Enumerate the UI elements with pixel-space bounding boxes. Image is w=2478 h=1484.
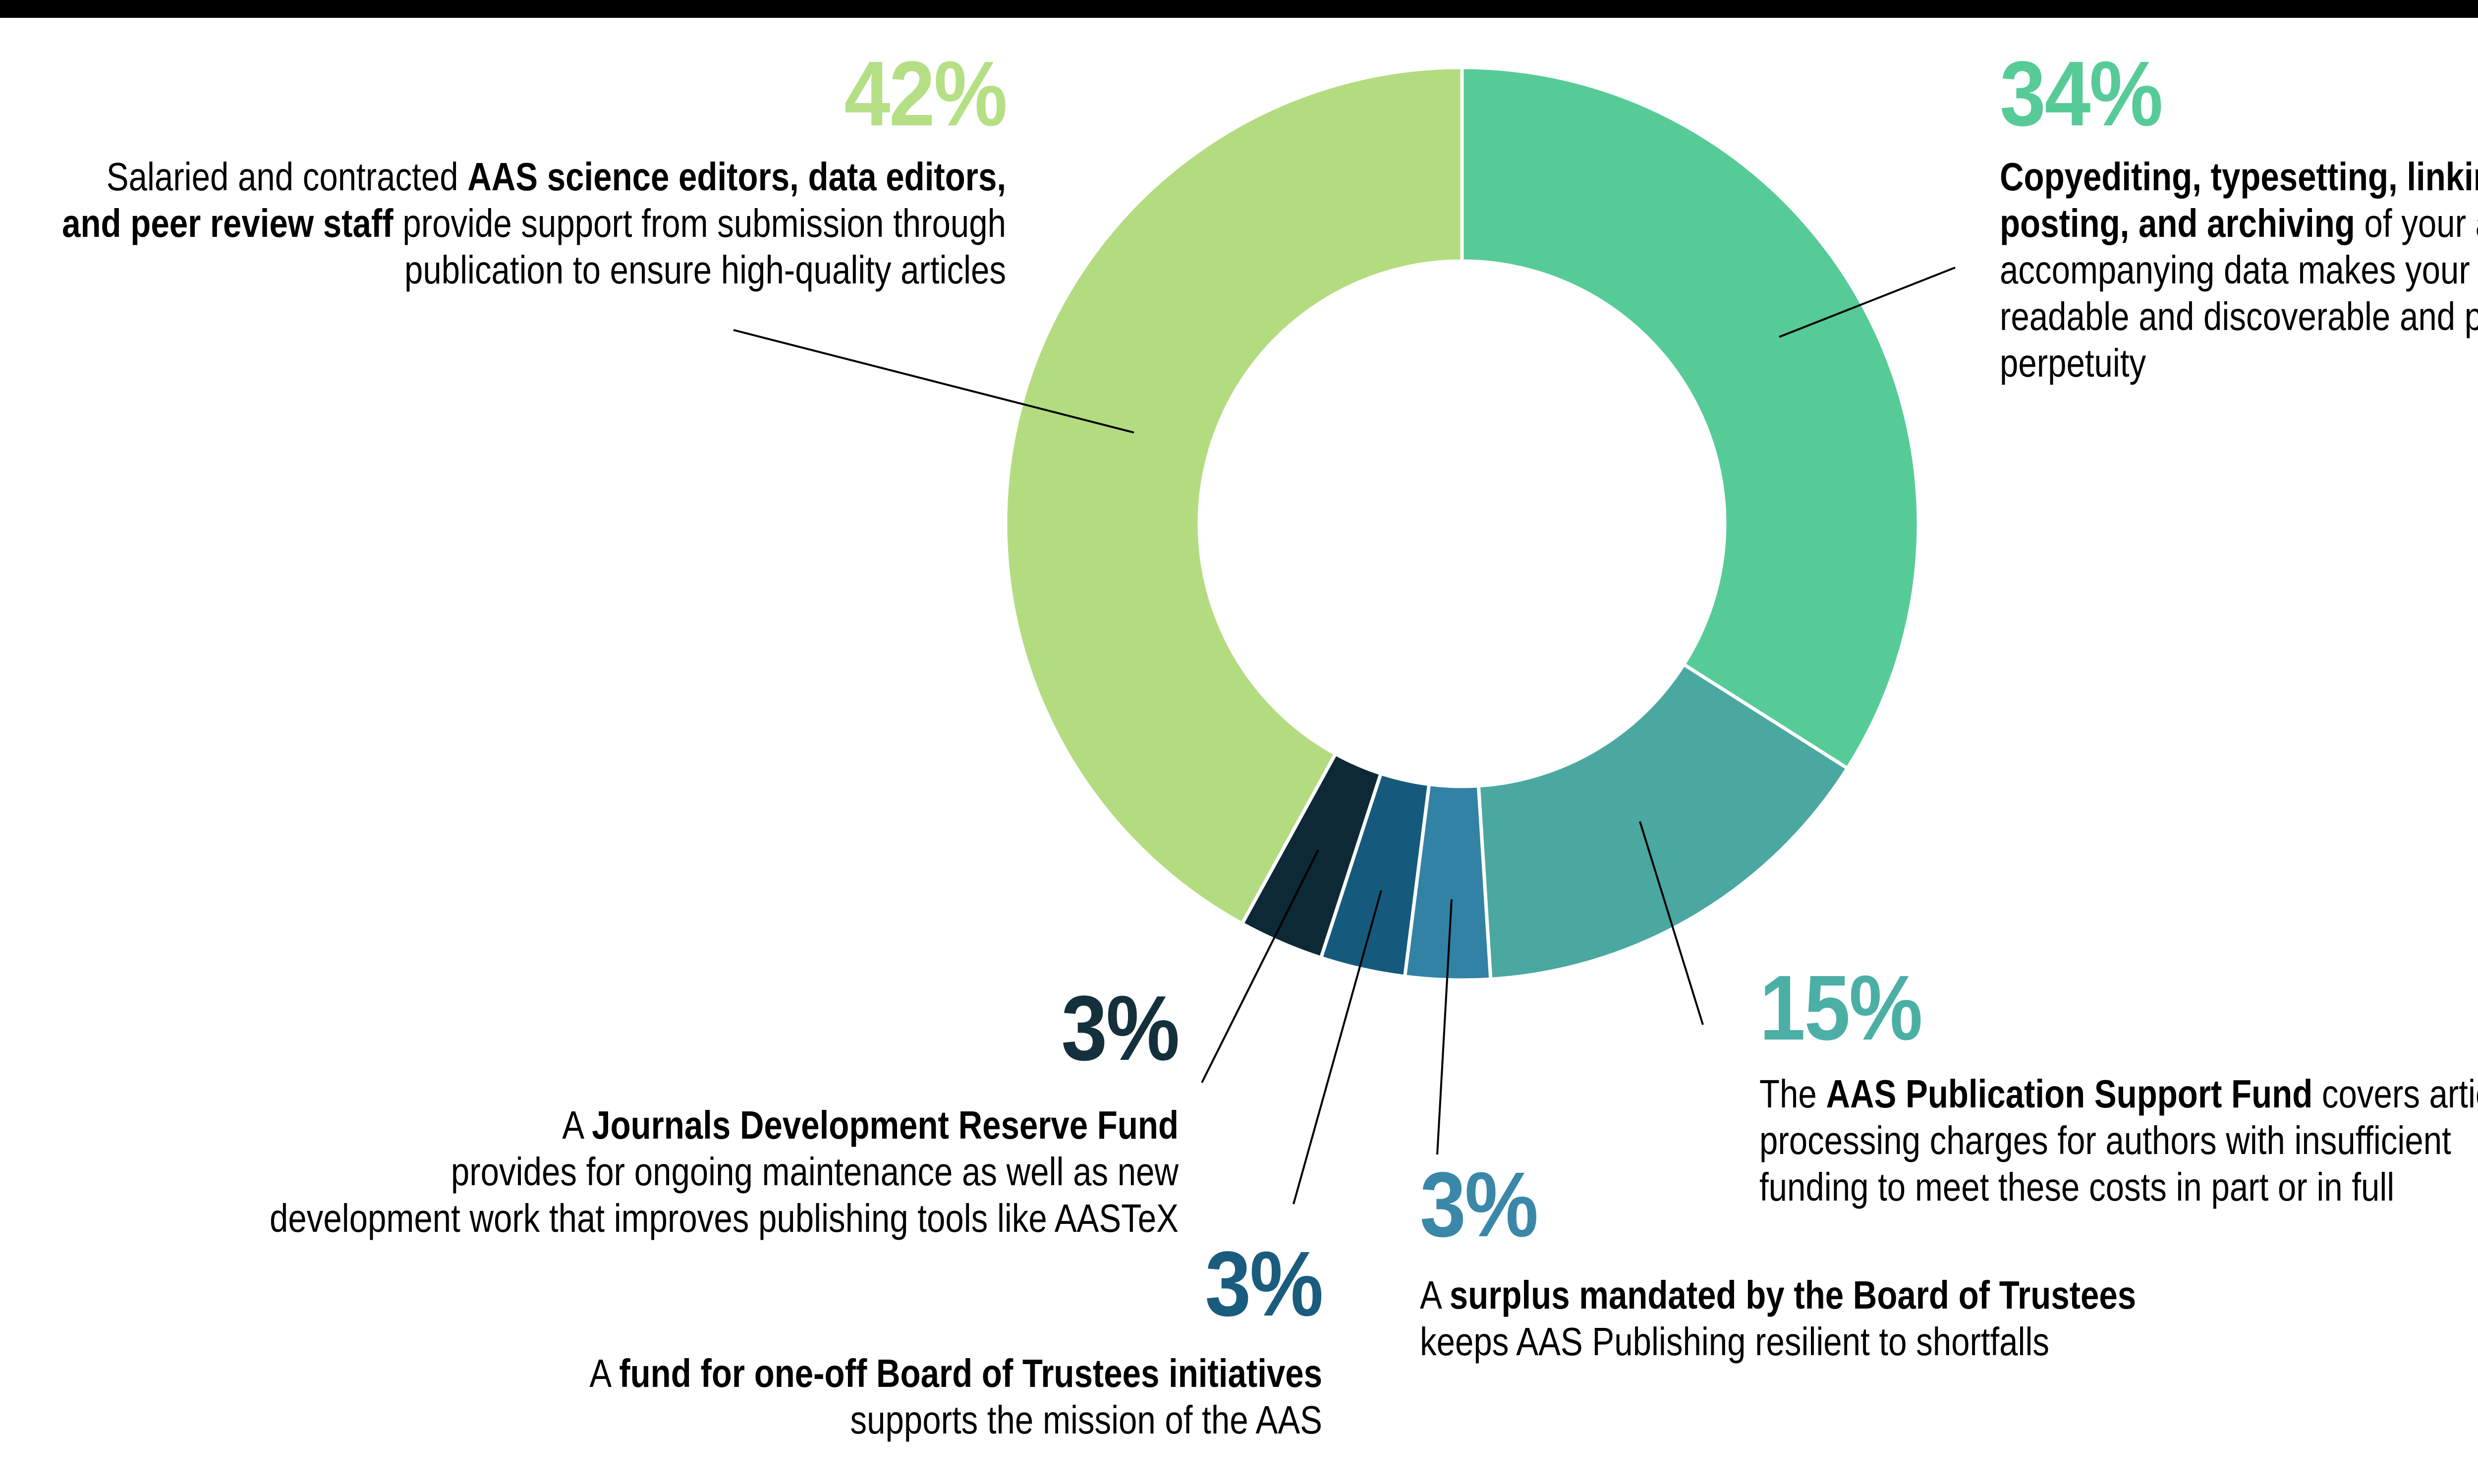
annotation-text-3-surplus: A surplus mandated by the Board of Trust…: [1420, 1272, 2336, 1365]
annotation-line: The AAS Publication Support Fund covers …: [1759, 1072, 2478, 1116]
annotation-line: posting, and archiving of your article a…: [2000, 201, 2478, 245]
annotation-text-34: Copyediting, typesetting, linking and ta…: [2000, 154, 2478, 386]
percent-label-15: 15%: [1759, 957, 1923, 1059]
percent-label-3-one-off: 3%: [1205, 1233, 1323, 1335]
annotation-text-3-one-off: A fund for one-off Board of Trustees ini…: [365, 1350, 1322, 1443]
annotation-line: publication to ensure high-quality artic…: [404, 248, 1006, 292]
annotation-line: A fund for one-off Board of Trustees ini…: [589, 1351, 1322, 1395]
annotation-line: accompanying data makes your research mo…: [2000, 248, 2478, 292]
annotation-text-3-reserve: A Journals Development Reserve Fund provi…: [221, 1102, 1179, 1242]
annotation-line: supports the mission of the AAS: [850, 1398, 1322, 1442]
percent-label-34: 34%: [2000, 43, 2163, 145]
donut-segment-42-5: [1004, 65, 1464, 926]
leader-line-42: [733, 329, 1134, 434]
annotation-line: Copyediting, typesetting, linking and ta…: [2000, 155, 2478, 199]
percent-label-42: 42%: [844, 43, 1008, 145]
annotation-line: and peer review staff provide support fr…: [62, 201, 1006, 245]
leader-line-3-surplus: [1436, 899, 1453, 1155]
donut-segment-34-0: [1460, 65, 1920, 771]
annotation-line: keeps AAS Publishing resilient to shortf…: [1420, 1319, 2050, 1364]
annotation-line: readable and discoverable and preserves …: [2000, 294, 2478, 338]
annotation-line: development work that improves publishin…: [269, 1196, 1179, 1240]
leader-line-3-reserve: [1201, 849, 1319, 1083]
percent-label-3-reserve: 3%: [1061, 977, 1180, 1080]
annotation-line: perpetuity: [2000, 341, 2146, 385]
top-black-bar: [0, 0, 2478, 18]
annotation-text-42: Salaried and contracted AAS science edit…: [0, 154, 1006, 293]
annotation-line: funding to meet these costs in part or i…: [1759, 1165, 2395, 1209]
leader-line-15: [1639, 821, 1704, 1025]
donut-segment-15-1: [1476, 662, 1850, 981]
annotation-text-15: The AAS Publication Support Fund covers …: [1759, 1071, 2478, 1210]
leader-line-34: [1779, 267, 1956, 338]
leader-line-3-one-off: [1293, 890, 1382, 1205]
percent-label-3-surplus: 3%: [1420, 1154, 1538, 1256]
annotation-line: processing charges for authors with insu…: [1759, 1118, 2451, 1162]
annotation-line: Salaried and contracted AAS science edit…: [106, 155, 1006, 199]
annotation-line: A surplus mandated by the Board of Trust…: [1420, 1273, 2137, 1317]
annotation-line: provides for ongoing maintenance as well…: [451, 1150, 1179, 1194]
annotation-line: A Journals Development Reserve Fund: [562, 1103, 1179, 1147]
